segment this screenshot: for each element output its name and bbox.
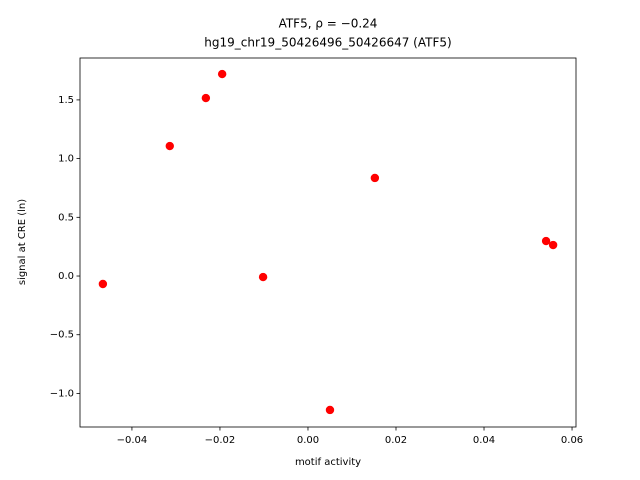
chart-subtitle: hg19_chr19_50426496_50426647 (ATF5) [204,36,451,50]
y-tick-label: 1.0 [58,154,74,165]
y-axis-label: signal at CRE (ln) [17,199,28,285]
point [541,236,551,246]
point [201,93,211,103]
y-tick-label: 0.5 [58,212,74,223]
y-tick-label: 1.5 [58,95,74,106]
point [258,272,268,282]
x-tick-label: −0.02 [205,435,236,446]
point [548,240,558,250]
y-tick-label: −0.5 [50,330,74,341]
point [370,173,380,183]
x-tick-label: 0.04 [473,435,495,446]
x-tick-label: 0.06 [561,435,583,446]
x-axis-label: motif activity [295,457,361,468]
y-tick-label: −1.0 [50,388,74,399]
x-tick-label: 0.02 [385,435,407,446]
point [325,405,335,415]
point [98,279,108,289]
x-tick-label: −0.04 [117,435,148,446]
plot-frame [79,57,577,428]
x-tick-label: 0.00 [297,435,319,446]
point [165,141,174,151]
point [217,69,227,79]
chart-title: ATF5, ρ = −0.24 [279,17,378,31]
y-tick-label: 0.0 [58,271,74,282]
